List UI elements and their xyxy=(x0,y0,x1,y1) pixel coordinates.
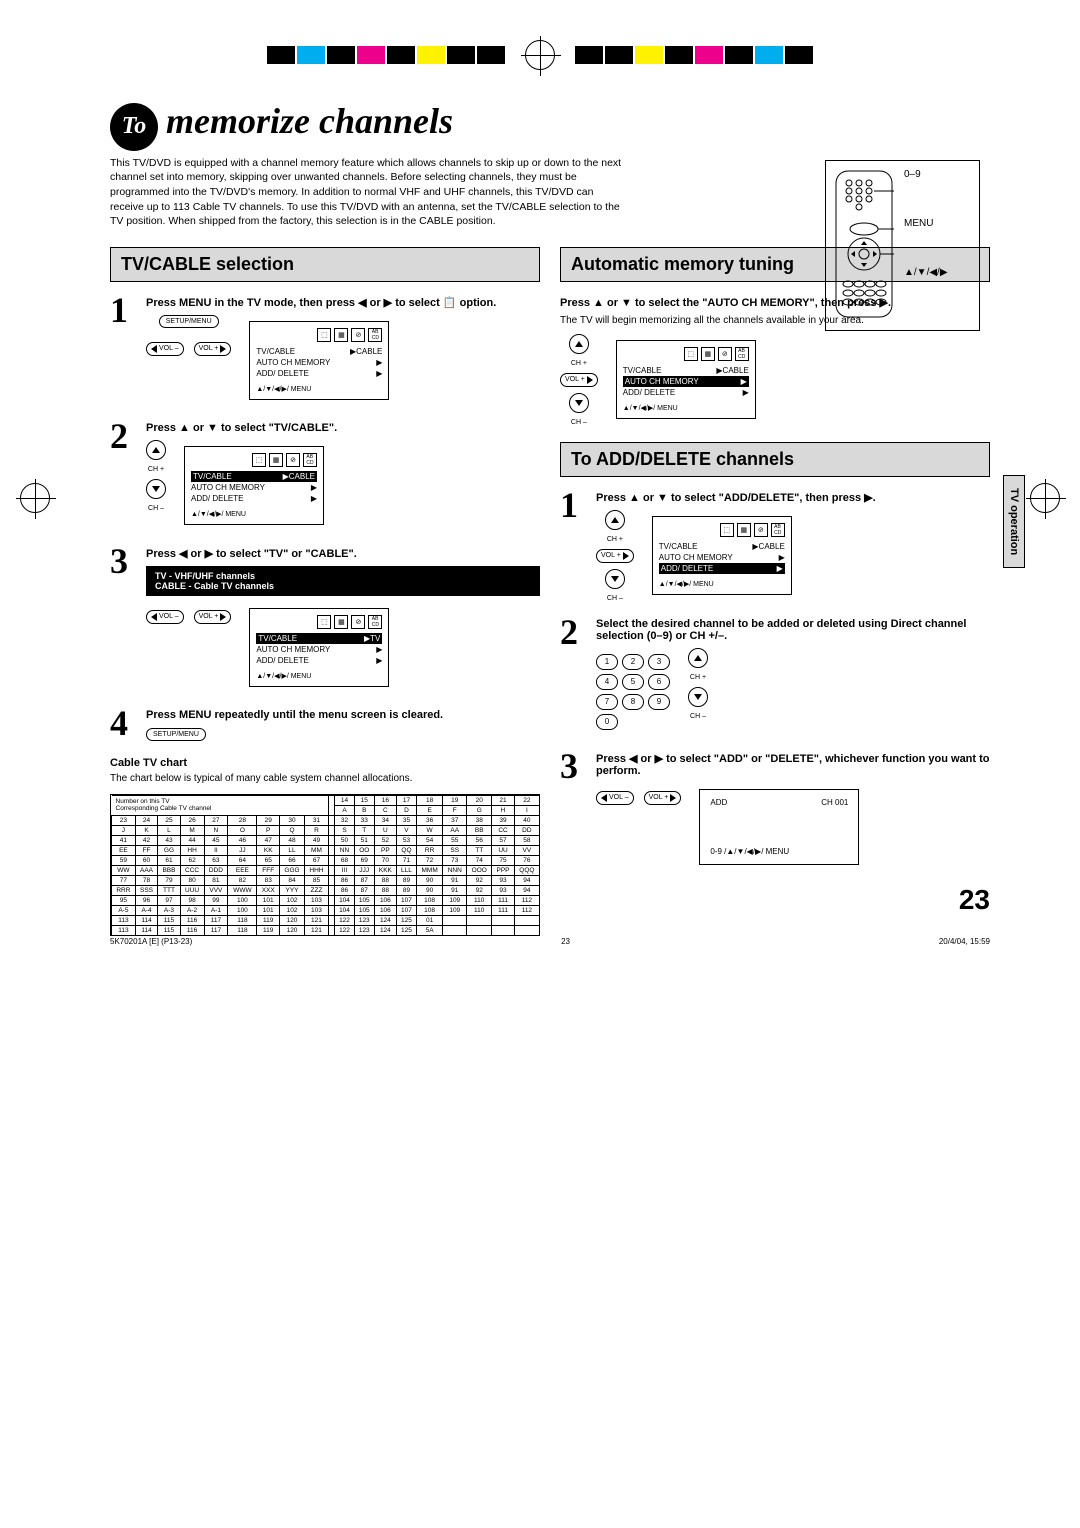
footer-page: 23 xyxy=(561,937,570,946)
remote-illustration: 0–9 MENU ▲/▼/◀/▶ xyxy=(825,160,980,331)
info-box: TV - VHF/UHF channels CABLE - Cable TV c… xyxy=(146,566,540,596)
step-number: 2 xyxy=(110,422,138,531)
ch-plus-button xyxy=(688,648,708,668)
section-adddelete-title: To ADD/DELETE channels xyxy=(560,442,990,477)
step-text: Press MENU in the TV mode, then press ◀ … xyxy=(146,296,540,309)
ch-minus-button xyxy=(688,687,708,707)
step-text: Press ▲ or ▼ to select "TV/CABLE". xyxy=(146,422,540,434)
chart-desc: The chart below is typical of many cable… xyxy=(110,773,540,784)
section-tvcable-title: TV/CABLE selection xyxy=(110,247,540,282)
vol-plus-button: VOL + xyxy=(194,610,232,624)
ch-plus-button xyxy=(146,440,166,460)
step-number: 3 xyxy=(560,752,588,871)
vol-plus-button: VOL + xyxy=(596,549,634,563)
setup-menu-button: SETUP/MENU xyxy=(159,315,219,328)
footer-timestamp: 20/4/04, 15:59 xyxy=(939,937,990,946)
ch-plus-button xyxy=(569,334,589,354)
osd-menu: ⬚▦⊘ABCD TV/CABLE▶CABLE AUTO CH MEMORY▶ A… xyxy=(652,516,792,595)
step-text: Press ◀ or ▶ to select "ADD" or "DELETE"… xyxy=(596,752,990,777)
step-number: 1 xyxy=(560,491,588,602)
step-text: Press ▲ or ▼ to select "ADD/DELETE", the… xyxy=(596,491,990,504)
osd-menu: ⬚▦⊘ABCD TV/CABLE▶CABLE AUTO CH MEMORY▶ A… xyxy=(249,321,389,400)
vol-minus-button: VOL – xyxy=(596,791,634,805)
vol-minus-button: VOL – xyxy=(146,610,184,624)
step-number: 2 xyxy=(560,618,588,736)
osd-menu: ⬚▦⊘ABCD TV/CABLE▶CABLE AUTO CH MEMORY▶ A… xyxy=(184,446,324,525)
cable-tv-chart: Number on this TVCorresponding Cable TV … xyxy=(110,794,540,936)
chart-title: Cable TV chart xyxy=(110,757,540,769)
ch-minus-button xyxy=(569,393,589,413)
step-text: Press MENU repeatedly until the menu scr… xyxy=(146,709,540,721)
page-title: memorize channels xyxy=(166,100,453,142)
intro-text: This TV/DVD is equipped with a channel m… xyxy=(110,156,630,229)
vol-plus-button: VOL + xyxy=(644,791,682,805)
footer: 5K70201A [E] (P13-23) 23 20/4/04, 15:59 xyxy=(110,937,990,946)
remote-label-menu: MENU xyxy=(904,218,948,229)
ch-minus-button xyxy=(605,569,625,589)
vol-plus-button: VOL + xyxy=(194,342,232,356)
setup-menu-button: SETUP/MENU xyxy=(146,728,206,741)
vol-minus-button: VOL – xyxy=(146,342,184,356)
step-text: Press ◀ or ▶ to select "TV" or "CABLE". xyxy=(146,547,540,560)
page-number: 23 xyxy=(959,884,990,916)
vol-plus-button: VOL + xyxy=(560,373,598,387)
footer-doc-id: 5K70201A [E] (P13-23) xyxy=(110,937,192,946)
step-number: 1 xyxy=(110,296,138,406)
step-number: 3 xyxy=(110,547,138,693)
number-keypad: 123 456 789 0 xyxy=(596,654,670,730)
ch-plus-button xyxy=(605,510,625,530)
remote-label-numbers: 0–9 xyxy=(904,169,948,180)
add-delete-osd: ADDCH 001 0-9 /▲/▼/◀/▶/ MENU xyxy=(699,789,859,865)
side-tab: TV operation xyxy=(1003,475,1025,568)
osd-menu: ⬚▦⊘ABCD TV/CABLE▶TV AUTO CH MEMORY▶ ADD/… xyxy=(249,608,389,687)
step-text: Select the desired channel to be added o… xyxy=(596,618,990,642)
step-number: 4 xyxy=(110,709,138,741)
remote-label-dpad: ▲/▼/◀/▶ xyxy=(904,267,948,278)
title-prefix-badge: To xyxy=(110,103,158,151)
ch-minus-button xyxy=(146,479,166,499)
osd-menu: ⬚▦⊘ABCD TV/CABLE▶CABLE AUTO CH MEMORY▶ A… xyxy=(616,340,756,419)
